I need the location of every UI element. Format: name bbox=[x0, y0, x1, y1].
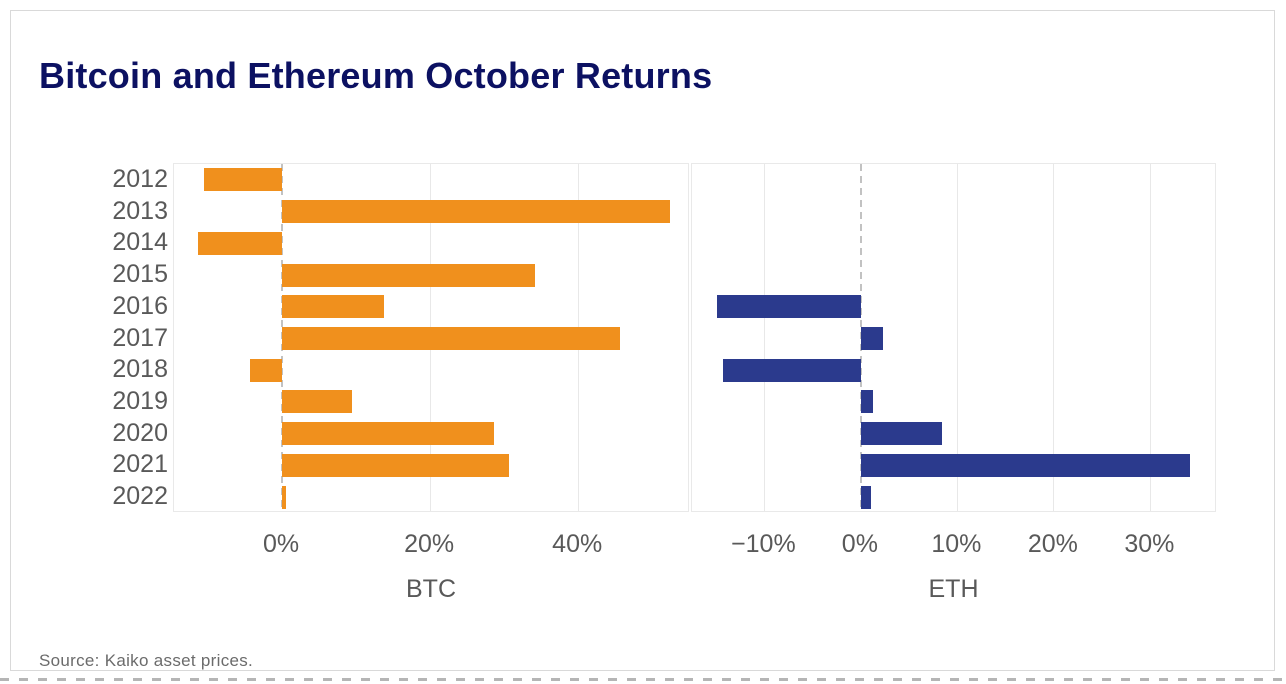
bar-eth-2016 bbox=[717, 295, 861, 319]
gridline bbox=[763, 164, 765, 511]
year-label: 2012 bbox=[112, 164, 168, 193]
bar-eth-2017 bbox=[860, 327, 884, 350]
bar-eth-2020 bbox=[860, 422, 942, 446]
x-tick-label: 0% bbox=[263, 530, 300, 558]
year-label: 2021 bbox=[112, 450, 168, 479]
year-label: 2022 bbox=[112, 482, 168, 511]
bar-eth-2018 bbox=[722, 358, 861, 382]
bar-btc-2020 bbox=[282, 422, 494, 446]
year-label: 2018 bbox=[112, 355, 168, 384]
bar-btc-2017 bbox=[282, 327, 621, 350]
x-tick-label: 40% bbox=[552, 530, 603, 558]
year-label: 2016 bbox=[112, 291, 168, 320]
x-tick-label: 20% bbox=[404, 530, 455, 558]
bar-eth-2021 bbox=[860, 453, 1190, 477]
x-tick-label: 30% bbox=[1124, 530, 1175, 558]
x-tick-label: 0% bbox=[841, 530, 878, 558]
year-label: 2017 bbox=[112, 323, 168, 352]
bar-btc-2022 bbox=[282, 485, 286, 509]
bar-btc-2013 bbox=[282, 200, 670, 224]
bottom-dotted-divider bbox=[0, 678, 1286, 681]
bar-eth-2019 bbox=[860, 390, 874, 414]
source-note: Source: Kaiko asset prices. bbox=[39, 651, 254, 670]
chart-title: Bitcoin and Ethereum October Returns bbox=[39, 55, 713, 96]
year-label: 2020 bbox=[112, 418, 168, 447]
gridline bbox=[1053, 164, 1055, 511]
gridline bbox=[956, 164, 958, 511]
year-label: 2019 bbox=[112, 386, 168, 415]
bar-btc-2018 bbox=[249, 358, 283, 382]
axis-title-btc: BTC bbox=[406, 575, 456, 603]
bar-btc-2019 bbox=[282, 390, 353, 414]
bar-btc-2014 bbox=[197, 231, 283, 255]
axis-title-eth: ETH bbox=[928, 575, 979, 603]
bar-btc-2015 bbox=[282, 263, 535, 287]
chart-card: Bitcoin and Ethereum October Returns 201… bbox=[10, 10, 1275, 671]
bar-btc-2021 bbox=[282, 453, 510, 477]
year-label: 2013 bbox=[112, 196, 168, 225]
year-label: 2015 bbox=[112, 260, 168, 289]
x-tick-label: 10% bbox=[931, 530, 982, 558]
gridline bbox=[1149, 164, 1151, 511]
x-tick-label: −10% bbox=[731, 530, 796, 558]
x-tick-label: 20% bbox=[1027, 530, 1078, 558]
year-label: 2014 bbox=[112, 228, 168, 257]
eth-plot-area bbox=[691, 163, 1216, 512]
bar-btc-2016 bbox=[282, 295, 385, 319]
btc-plot-area bbox=[173, 163, 689, 512]
bar-eth-2022 bbox=[860, 485, 872, 509]
bar-btc-2012 bbox=[203, 168, 283, 192]
